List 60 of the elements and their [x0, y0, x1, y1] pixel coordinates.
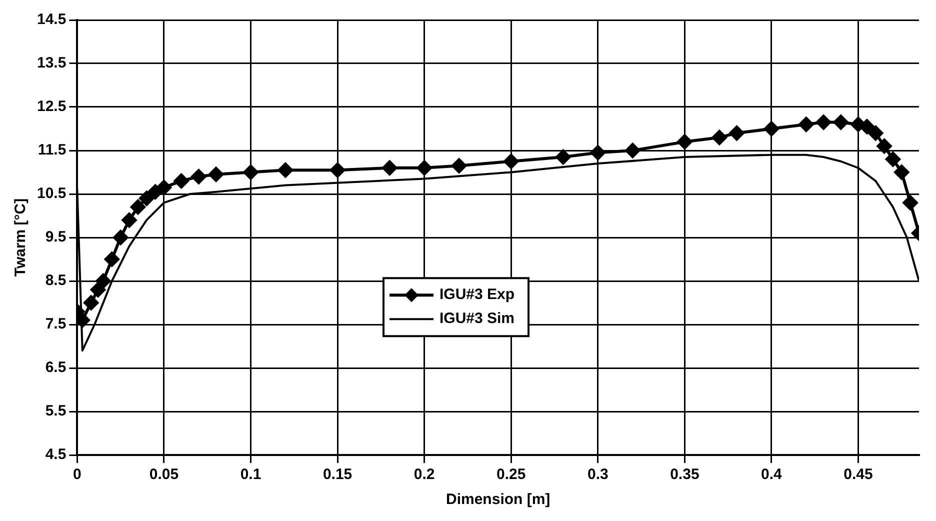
- y-tick-label: 12.5: [36, 98, 66, 116]
- x-tick-label: 0.3: [587, 466, 608, 484]
- point: [876, 138, 892, 154]
- point: [113, 230, 128, 245]
- point: [764, 121, 779, 136]
- y-tick-label: 13.5: [36, 54, 66, 72]
- y-tick-label: 4.5: [45, 446, 66, 464]
- point: [590, 145, 606, 160]
- point: [208, 166, 224, 182]
- point: [156, 180, 172, 195]
- point: [625, 143, 640, 158]
- point: [885, 152, 900, 167]
- x-tick-label: 0.25: [496, 466, 526, 484]
- x-tick-label: 0.35: [670, 466, 700, 484]
- point: [96, 274, 111, 288]
- point: [104, 252, 120, 267]
- x-tick-label: 0.2: [414, 466, 435, 484]
- point: [122, 212, 137, 228]
- point: [84, 295, 99, 310]
- x-axis-title: Dimension [m]: [446, 491, 550, 508]
- point: [278, 162, 293, 178]
- point: [452, 158, 467, 174]
- x-tick-label: 0.05: [149, 466, 179, 484]
- y-tick-label: 10.5: [36, 185, 66, 202]
- x-tick-label: 0.1: [240, 466, 262, 484]
- point: [868, 126, 884, 141]
- point: [330, 162, 346, 178]
- point: [191, 169, 206, 184]
- x-tick-label: 0.4: [761, 466, 783, 484]
- point: [712, 130, 727, 145]
- legend-label: IGU#3 Exp: [439, 286, 515, 304]
- x-tick-label: 0: [73, 466, 82, 484]
- y-tick-label: 14.5: [36, 11, 66, 28]
- point: [382, 160, 398, 176]
- point: [894, 164, 910, 180]
- point: [833, 114, 848, 130]
- point: [798, 116, 814, 132]
- point: [677, 134, 692, 150]
- legend-label: IGU#3 Sim: [439, 310, 515, 328]
- point: [90, 282, 106, 298]
- point: [902, 195, 918, 210]
- y-tick-label: 11.5: [38, 142, 66, 159]
- point: [416, 160, 432, 176]
- point: [148, 184, 163, 200]
- y-tick-label: 9.5: [45, 228, 66, 246]
- y-tick-label: 8.5: [45, 272, 66, 290]
- point: [729, 126, 744, 141]
- y-tick-label: 5.5: [45, 402, 66, 420]
- point: [139, 190, 154, 206]
- point: [174, 173, 189, 188]
- x-tick-label: 0.45: [844, 466, 873, 484]
- point: [130, 200, 146, 215]
- y-axis-title: Twarm [°C]: [12, 198, 30, 277]
- x-tick-label: 0.15: [322, 466, 352, 484]
- point: [504, 154, 519, 169]
- point: [243, 164, 258, 180]
- y-tick-label: 6.5: [45, 359, 66, 376]
- point: [816, 114, 832, 130]
- point: [556, 150, 571, 165]
- y-tick-label: 7.5: [45, 316, 66, 333]
